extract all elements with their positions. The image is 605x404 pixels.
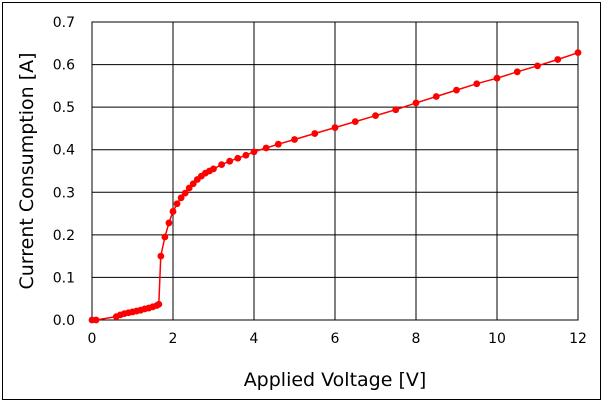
data-point bbox=[250, 148, 258, 156]
x-tick-label: 2 bbox=[169, 331, 178, 347]
y-tick-label: 0.2 bbox=[53, 228, 75, 244]
data-point bbox=[181, 189, 189, 197]
data-point bbox=[262, 144, 270, 152]
data-point bbox=[274, 140, 282, 148]
x-tick-label: 4 bbox=[250, 331, 259, 347]
data-point bbox=[311, 130, 319, 137]
y-tick-label: 0.4 bbox=[53, 143, 75, 159]
data-point bbox=[513, 68, 521, 76]
x-tick-label: 6 bbox=[331, 331, 340, 347]
data-point bbox=[412, 99, 420, 107]
x-tick-label: 12 bbox=[569, 331, 587, 347]
data-point bbox=[534, 62, 541, 70]
data-point bbox=[453, 86, 460, 94]
data-point bbox=[226, 157, 234, 165]
y-tick-label: 0.0 bbox=[53, 313, 75, 329]
data-point bbox=[291, 136, 298, 143]
data-point bbox=[218, 161, 226, 169]
y-tick-labels: 0.0 0.1 0.2 0.3 0.4 0.5 0.6 0.7 bbox=[53, 15, 75, 329]
x-tick-label: 0 bbox=[88, 331, 97, 347]
data-point bbox=[177, 194, 185, 202]
data-point bbox=[210, 165, 217, 173]
x-tick-label: 8 bbox=[412, 331, 421, 347]
data-point bbox=[372, 112, 379, 120]
y-axis-title: Current Consumption [A] bbox=[16, 52, 38, 289]
data-point bbox=[392, 106, 400, 114]
data-point bbox=[165, 219, 173, 227]
data-point bbox=[493, 74, 501, 82]
data-point bbox=[554, 56, 562, 63]
y-tick-label: 0.6 bbox=[53, 58, 75, 74]
data-point bbox=[351, 118, 359, 126]
data-point bbox=[155, 300, 163, 308]
data-point bbox=[157, 252, 165, 260]
data-point bbox=[242, 151, 250, 159]
x-tick-label: 10 bbox=[488, 331, 506, 347]
y-tick-label: 0.3 bbox=[53, 185, 75, 201]
data-point bbox=[189, 180, 197, 188]
data-point bbox=[234, 154, 242, 162]
y-tick-label: 0.1 bbox=[53, 270, 75, 286]
data-point bbox=[331, 124, 339, 131]
y-tick-label: 0.7 bbox=[53, 15, 75, 31]
data-point bbox=[161, 233, 169, 241]
data-point bbox=[574, 49, 582, 57]
x-tick-labels: 0 2 4 6 8 10 12 bbox=[88, 331, 587, 347]
data-point bbox=[173, 200, 181, 208]
data-point bbox=[169, 208, 177, 215]
data-point bbox=[432, 93, 440, 100]
series-layer bbox=[88, 49, 582, 324]
plot-border bbox=[91, 21, 579, 321]
y-tick-label: 0.5 bbox=[53, 100, 75, 116]
data-point bbox=[473, 80, 481, 88]
data-point bbox=[92, 316, 100, 324]
x-axis-title: Applied Voltage [V] bbox=[244, 369, 427, 391]
data-point bbox=[185, 184, 193, 192]
